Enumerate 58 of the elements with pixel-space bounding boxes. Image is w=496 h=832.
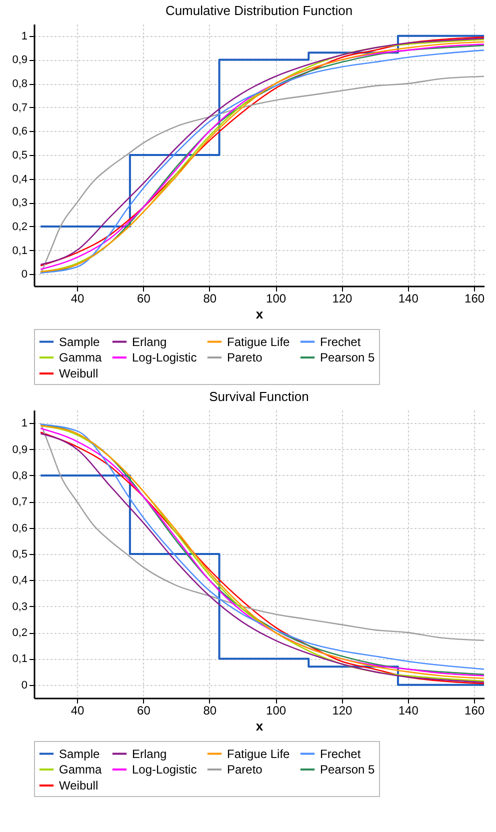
- y-tick-label: 0,6: [12, 522, 28, 534]
- x-tick-label: 100: [266, 292, 286, 306]
- y-tick-label: 0: [21, 268, 28, 281]
- legend-label: Fatigue Life: [227, 746, 290, 761]
- y-tick-label: 0: [21, 679, 28, 692]
- y-tick-label: 0,7: [12, 102, 28, 114]
- x-tick-label: 40: [70, 292, 85, 306]
- legend-label: Frechet: [320, 746, 362, 761]
- legend-label: Erlang: [132, 746, 167, 761]
- y-tick-label: 0,6: [12, 126, 28, 138]
- x-tick-label: 80: [203, 292, 217, 306]
- y-tick-label: 0,2: [12, 627, 28, 640]
- x-tick-label: 80: [203, 704, 217, 718]
- y-tick-label: 0,1: [12, 653, 28, 666]
- legend-label: Sample: [59, 334, 100, 349]
- legend-label: Pearson 5: [320, 350, 376, 364]
- x-tick-label: 40: [70, 704, 85, 718]
- y-tick-label: 0,5: [12, 150, 28, 162]
- legend-label: Pareto: [227, 350, 263, 364]
- legend-label: Pareto: [227, 762, 263, 776]
- x-tick-label: 140: [398, 704, 419, 718]
- y-tick-label: 0,9: [12, 54, 28, 66]
- y-tick-label: 0,4: [12, 173, 28, 186]
- x-tick-label: 60: [137, 704, 151, 718]
- legend-label: Gamma: [59, 762, 102, 776]
- y-tick-label: 0,8: [12, 470, 28, 482]
- x-tick-label: 160: [464, 704, 485, 718]
- x-axis-title: x: [256, 718, 264, 734]
- y-tick-label: 0,7: [12, 496, 28, 508]
- x-tick-label: 140: [398, 292, 419, 306]
- legend-label: Frechet: [320, 334, 362, 349]
- y-tick-label: 0,3: [12, 600, 28, 613]
- y-tick-label: 0,1: [12, 244, 28, 257]
- y-tick-label: 0,2: [12, 220, 28, 233]
- legend-label: Log-Logistic: [132, 762, 197, 776]
- y-tick-label: 0,3: [12, 197, 28, 210]
- x-tick-label: 160: [464, 292, 485, 306]
- x-tick-label: 60: [137, 292, 151, 306]
- y-tick-label: 1: [21, 418, 28, 430]
- legend-label: Gamma: [59, 350, 102, 364]
- y-tick-label: 0,8: [12, 78, 28, 90]
- legend-label: Weibull: [59, 366, 98, 380]
- x-axis-title: x: [256, 306, 264, 322]
- legend-label: Sample: [59, 746, 100, 761]
- legend-label: Log-Logistic: [132, 350, 197, 364]
- y-tick-label: 0,9: [12, 444, 28, 456]
- x-tick-label: 100: [266, 704, 286, 718]
- chart-title: Survival Function: [209, 389, 309, 404]
- chart-title: Cumulative Distribution Function: [165, 3, 353, 18]
- y-tick-label: 0,5: [12, 548, 28, 560]
- y-tick-label: 0,4: [12, 574, 28, 587]
- y-tick-label: 1: [21, 30, 28, 42]
- x-tick-label: 120: [332, 292, 353, 306]
- x-tick-label: 120: [332, 704, 353, 718]
- legend-label: Pearson 5: [320, 762, 376, 776]
- legend-label: Fatigue Life: [227, 334, 290, 349]
- legend-label: Weibull: [59, 778, 98, 792]
- legend-label: Erlang: [132, 334, 167, 349]
